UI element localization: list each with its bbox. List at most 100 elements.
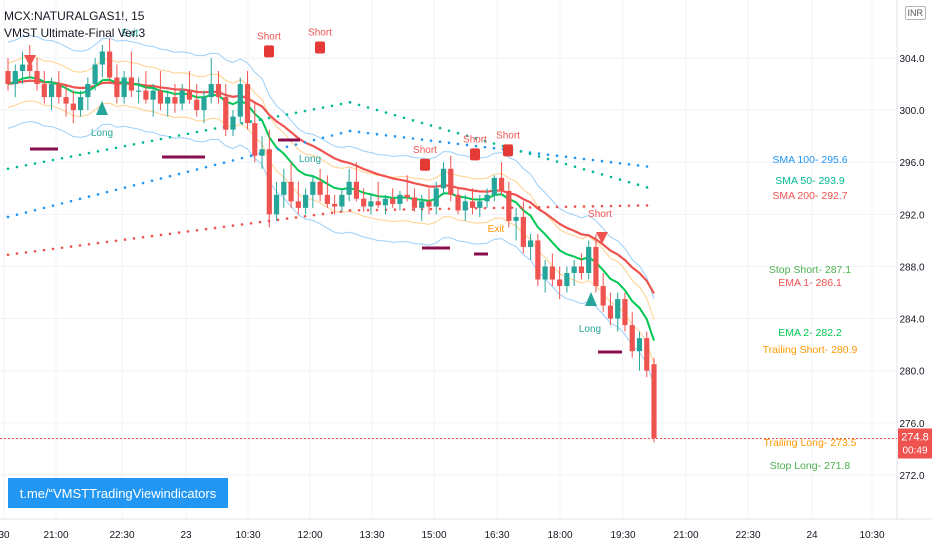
sma-100-dot — [483, 145, 487, 149]
sma-100-dot — [429, 139, 433, 142]
sma-50-dot — [537, 155, 541, 158]
candle — [92, 64, 98, 85]
sma-50-dot — [573, 165, 577, 169]
level-label: Trailing Long- 273.5 — [763, 437, 856, 449]
sma-100-dot — [15, 213, 19, 217]
candle — [542, 266, 548, 280]
sma-200-dot — [222, 225, 226, 229]
sma-100-dot — [132, 183, 136, 187]
sma-50-dot — [627, 180, 631, 184]
candle — [85, 84, 91, 98]
sma-200-dot — [519, 206, 523, 209]
telegram-link-button[interactable]: t.me/“VMSTTradingViewindicators — [8, 478, 228, 508]
last-price-tag: 274.8 00:49 — [898, 428, 932, 459]
candle — [5, 71, 11, 85]
candle — [419, 201, 425, 208]
sma-50-dot — [384, 111, 388, 114]
sma-200-dot — [438, 207, 442, 211]
candle — [513, 216, 519, 221]
sma-200-dot — [573, 205, 577, 208]
sma-50-dot — [645, 186, 649, 189]
sma-200-dot — [492, 206, 496, 210]
candle — [179, 90, 185, 104]
candle — [440, 168, 447, 189]
sma-100-dot — [276, 147, 280, 151]
candle — [361, 198, 367, 207]
sma-200-dot — [51, 247, 55, 251]
y-tick-label: 292.0 — [899, 210, 924, 221]
sma-200-dot — [249, 221, 253, 225]
sma-100-dot — [159, 177, 163, 180]
sma-50-dot — [330, 104, 334, 108]
short-marker — [503, 144, 513, 157]
sma-50-dot — [6, 167, 10, 171]
candle — [411, 197, 418, 208]
sma-100-dot — [411, 137, 415, 140]
sma-200-dot — [123, 238, 127, 241]
sma-50-dot — [411, 119, 415, 122]
long-label: Long — [579, 324, 601, 335]
sma-200-dot — [609, 204, 613, 208]
sma-200-dot — [177, 231, 181, 234]
sma-100-dot — [627, 163, 631, 166]
sma-200-dot — [312, 213, 316, 217]
symbol-title[interactable]: MCX:NATURALGAS1!, 15 — [4, 9, 145, 23]
candle — [622, 299, 628, 326]
sma-50-dot — [366, 106, 370, 109]
x-tick-label: 30 — [0, 530, 10, 541]
currency-label[interactable]: INR — [904, 6, 926, 20]
sma-200-dot — [528, 206, 532, 209]
sma-200-dot — [321, 212, 325, 216]
level-labels: SMA 100- 295.6 SMA 50- 293.9 SMA 200- 292.… — [763, 154, 858, 472]
sma-50-dot — [123, 144, 127, 148]
sma-200-dot — [537, 205, 541, 209]
level-label: SMA 100- 295.6 — [772, 154, 847, 166]
sma-200-dot — [564, 205, 568, 209]
y-tick-label: 280.0 — [899, 367, 924, 378]
sma-100-dot — [546, 153, 550, 156]
candle — [244, 84, 251, 124]
sma-50-dot — [447, 129, 451, 132]
sma-50-dot — [195, 130, 199, 134]
short-arrow — [596, 232, 608, 244]
sma-100-dot — [231, 159, 235, 162]
sma-50-dot — [375, 108, 379, 112]
candle — [77, 97, 84, 111]
sma-200-dot — [195, 228, 199, 232]
candle — [136, 90, 142, 92]
sma-100-dot — [348, 129, 352, 133]
candle — [295, 201, 301, 208]
sma-50-dot — [528, 152, 532, 156]
long-arrow — [96, 101, 108, 115]
sma-100-dot — [114, 188, 118, 192]
sma-200-dot — [366, 208, 370, 212]
sma-50-dot — [420, 121, 424, 125]
sma-200-dot — [483, 206, 487, 210]
sma-100-dot — [330, 134, 334, 137]
x-tick-label: 21:00 — [43, 530, 68, 541]
sma-200-dot — [636, 204, 640, 207]
y-tick-label: 300.0 — [899, 106, 924, 117]
indicator-title[interactable]: VMST Ultimate-Final Ver.3 — [4, 26, 146, 40]
candle — [353, 181, 360, 199]
candle — [644, 338, 650, 371]
candle — [273, 194, 280, 215]
candle — [99, 51, 105, 65]
x-tick-label: 24 — [806, 530, 818, 541]
candle — [629, 325, 635, 352]
sma-50-dot — [96, 149, 100, 153]
candle — [636, 338, 643, 352]
sma-50-dot — [159, 137, 163, 141]
short-marker — [315, 41, 325, 54]
candle — [593, 246, 599, 287]
candle — [346, 181, 352, 195]
candle — [34, 71, 40, 85]
chart-legend[interactable]: MCX:NATURALGAS1!, 15 VMST Ultimate-Final… — [4, 8, 145, 42]
candle — [208, 84, 214, 98]
sma-50-dot — [555, 160, 559, 163]
sma-200-dot — [645, 204, 649, 207]
sma-50-dot — [249, 120, 253, 123]
sma-100-dot — [582, 157, 586, 161]
sma-200-dot — [357, 208, 361, 212]
